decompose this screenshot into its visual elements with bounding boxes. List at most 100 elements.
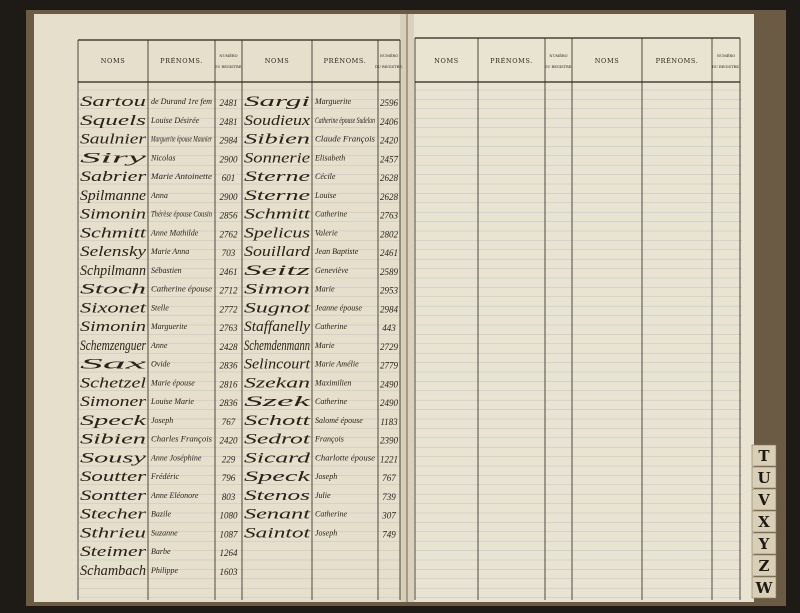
entry-prenoms: Marguerite: [150, 322, 188, 331]
entry-nom: Senant: [244, 507, 311, 523]
entry-numero: 2856: [220, 211, 239, 221]
entry-numero: 2802: [380, 229, 399, 239]
entry-numero: 2836: [220, 361, 239, 371]
entry-prenoms: Geneviève: [315, 266, 349, 275]
entry-prenoms: Stelle: [151, 303, 169, 312]
letter-tab-label: Y: [758, 535, 770, 553]
header-registre: DU REGISTRE.: [544, 65, 572, 69]
entry-numero: 767: [222, 417, 236, 427]
entry-numero: 2490: [380, 379, 399, 389]
header-numero: NUMÉRO: [219, 53, 237, 58]
entry-numero: 1080: [220, 511, 239, 521]
entry-nom: Sibien: [244, 132, 310, 148]
entry-prenoms: Louise: [314, 191, 337, 200]
entry-numero: 1221: [380, 454, 398, 464]
entry-prenoms: Joseph: [315, 528, 337, 537]
entry-nom: Saulnier: [80, 132, 146, 148]
entry-nom: Simoner: [80, 394, 146, 410]
entry-nom: Spelicus: [244, 225, 310, 241]
entry-nom: Schpilmann: [80, 263, 146, 279]
entry-numero: 2457: [380, 154, 399, 164]
entry-nom: Saintot: [244, 525, 311, 541]
letter-tab-label: Z: [759, 557, 770, 575]
entry-numero: 2589: [380, 267, 399, 277]
entry-prenoms: Charles François: [151, 435, 212, 444]
header-noms: NOMS: [265, 57, 290, 65]
entry-nom: Schmitt: [80, 225, 147, 241]
entry-prenoms: Catherine: [315, 210, 347, 219]
entry-nom: Sixonet: [80, 300, 147, 316]
header-noms: NOMS: [595, 57, 620, 65]
entry-numero: 767: [382, 473, 396, 483]
entry-numero: 2406: [380, 117, 399, 127]
entry-prenoms: Marie épouse: [150, 378, 195, 387]
entry-prenoms: Anne: [150, 341, 168, 350]
entry-nom: Sterne: [244, 169, 311, 185]
entry-prenoms: Marie Amélie: [314, 360, 359, 369]
entry-nom: Siry: [80, 150, 147, 166]
entry-nom: Schemzenguer: [80, 338, 146, 354]
entry-numero: 2481: [220, 117, 238, 127]
entry-numero: 749: [382, 529, 396, 539]
entry-numero: 2984: [380, 304, 399, 314]
header-noms: NOMS: [101, 57, 126, 65]
entry-prenoms: Marie Anna: [150, 247, 189, 256]
header-registre: DU REGISTRE.: [375, 65, 403, 69]
entry-numero: 1264: [220, 548, 239, 558]
letter-tab-label: T: [758, 447, 770, 465]
entry-nom: Schemdenmann: [244, 338, 310, 354]
entry-nom: Sedrot: [244, 432, 311, 448]
entry-numero: 2461: [220, 267, 238, 277]
entry-prenoms: Catherine: [315, 397, 347, 406]
entry-prenoms: Catherine: [315, 322, 347, 331]
entry-prenoms: Catherine épouse Sudelon: [315, 116, 375, 125]
entry-prenoms: Jean Baptiste: [315, 247, 359, 256]
entry-prenoms: Joseph: [151, 416, 173, 425]
entry-numero: 803: [222, 492, 236, 502]
entry-numero: 2481: [220, 98, 238, 108]
entry-prenoms: Cécile: [315, 172, 336, 181]
letter-tab-label: U: [757, 469, 770, 487]
entry-numero: 601: [222, 173, 236, 183]
entry-prenoms: Bazile: [151, 510, 171, 519]
entry-nom: Sabrier: [80, 169, 146, 185]
entry-prenoms: Sébastien: [151, 266, 182, 275]
entry-nom: Sousy: [80, 450, 147, 466]
entry-nom: Soutter: [80, 469, 146, 485]
entry-numero: 2628: [380, 173, 399, 183]
entry-prenoms: Joseph: [315, 472, 337, 481]
entry-numero: 2420: [380, 136, 399, 146]
entry-prenoms: Julie: [315, 491, 331, 500]
entry-numero: 2779: [380, 361, 399, 371]
header-registre: DU REGISTRE.: [214, 65, 242, 69]
entry-numero: 796: [222, 473, 236, 483]
entry-nom: Speck: [80, 413, 147, 429]
entry-numero: 2461: [380, 248, 398, 258]
entry-numero: 307: [381, 511, 396, 521]
entry-numero: 2953: [380, 286, 399, 296]
entry-nom: Spilmanne: [80, 188, 146, 204]
header-numero: NUMÉRO: [549, 53, 567, 58]
entry-numero: 2762: [220, 229, 239, 239]
entry-numero: 2729: [380, 342, 399, 352]
entry-nom: Sontter: [80, 488, 146, 504]
entry-nom: Szekan: [244, 375, 310, 391]
entry-nom: Sax: [80, 357, 147, 373]
entry-nom: Seitz: [244, 263, 310, 279]
entry-prenoms: Elisabeth: [314, 153, 345, 162]
entry-prenoms: Anne Eléonore: [150, 491, 199, 500]
entry-prenoms: Maximilien: [314, 378, 351, 387]
entry-numero: 2900: [220, 192, 239, 202]
entry-numero: 1087: [220, 529, 239, 539]
entry-nom: Sicard: [244, 450, 311, 466]
entry-prenoms: Louise Désirée: [150, 116, 200, 125]
entry-nom: Stoch: [80, 282, 146, 298]
letter-tab: [751, 576, 777, 599]
header-prenoms: PRÉNOMS.: [656, 56, 699, 65]
entry-nom: Simonin: [80, 319, 146, 335]
entry-nom: Stecher: [80, 507, 146, 523]
entry-nom: Schott: [244, 413, 311, 429]
entry-numero: 1603: [220, 567, 239, 577]
header-noms: NOMS: [434, 57, 459, 65]
